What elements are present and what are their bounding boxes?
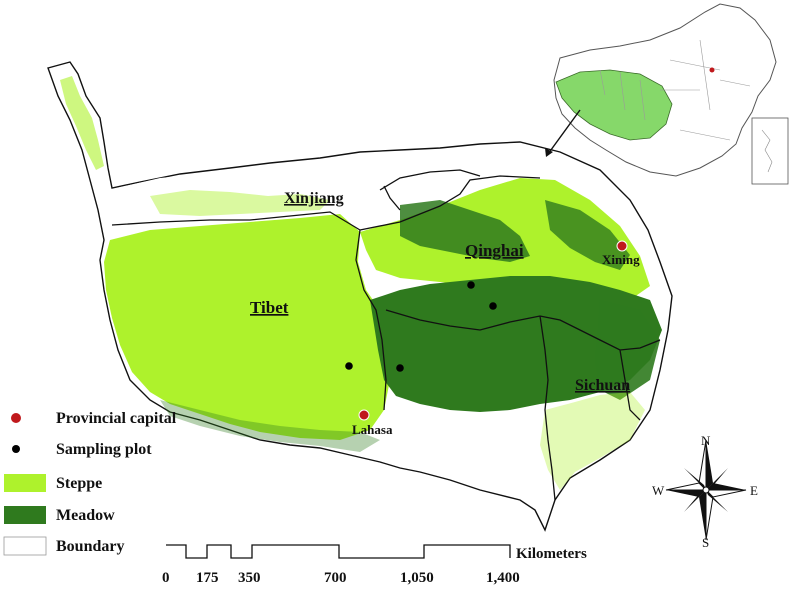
compass-rose	[665, 439, 747, 541]
region-label-sichuan: Sichuan	[575, 377, 630, 394]
scale-tick-700: 700	[324, 570, 347, 586]
capital-dot-lhasa	[358, 409, 370, 421]
scale-tick-1400: 1,400	[486, 570, 520, 586]
tibet-steppe	[104, 214, 390, 440]
beijing-marker	[709, 67, 715, 73]
region-label-xinjiang: Xinjiang	[284, 190, 344, 207]
scale-tick-175: 175	[196, 570, 219, 586]
legend-symbol-boundary	[3, 536, 47, 556]
sichuan-patches	[540, 392, 645, 490]
region-label-tibet: Tibet	[250, 298, 289, 317]
region-label-qinghai: Qinghai	[465, 241, 524, 260]
china-inset	[553, 3, 789, 185]
legend-label-meadow: Meadow	[56, 507, 115, 524]
legend-label-boundary: Boundary	[56, 538, 124, 555]
legend-symbol-capital	[11, 413, 21, 423]
scale-bar: Kilometers 0 175 350 700 1,050 1,400	[162, 544, 587, 586]
compass-label-e: E	[750, 483, 758, 498]
scale-tick-350: 350	[238, 570, 261, 586]
legend-symbol-steppe	[4, 474, 46, 492]
legend-label-steppe: Steppe	[56, 475, 102, 492]
sampling-plot	[489, 302, 497, 310]
compass-label-w: W	[652, 483, 665, 498]
city-label-xining: Xining	[602, 252, 640, 267]
legend: Provincial capital Sampling plot Steppe …	[3, 410, 177, 556]
compass-label-s: S	[702, 535, 709, 550]
city-label-lhasa: Lahasa	[352, 422, 393, 437]
sampling-plot	[396, 364, 404, 372]
xinjiang-patches	[108, 162, 372, 226]
scale-tick-1050: 1,050	[400, 570, 434, 586]
scale-bar-line	[166, 544, 511, 559]
inset-pointer-arrow	[547, 109, 581, 155]
south-china-sea-box	[751, 117, 789, 185]
legend-symbol-sampling	[12, 445, 20, 453]
scale-bar-unit: Kilometers	[516, 546, 587, 562]
scale-tick-0: 0	[162, 570, 170, 586]
meadow-area	[370, 276, 662, 412]
capital-dot-xining	[616, 240, 628, 252]
plateau-map	[47, 61, 673, 532]
legend-symbol-meadow	[4, 506, 46, 524]
sampling-plot	[345, 362, 353, 370]
legend-label-sampling: Sampling plot	[56, 441, 152, 458]
compass-label-n: N	[701, 433, 711, 448]
province-boundary-lines	[111, 169, 661, 501]
legend-label-capital: Provincial capital	[56, 410, 177, 427]
sampling-plot	[467, 281, 475, 289]
